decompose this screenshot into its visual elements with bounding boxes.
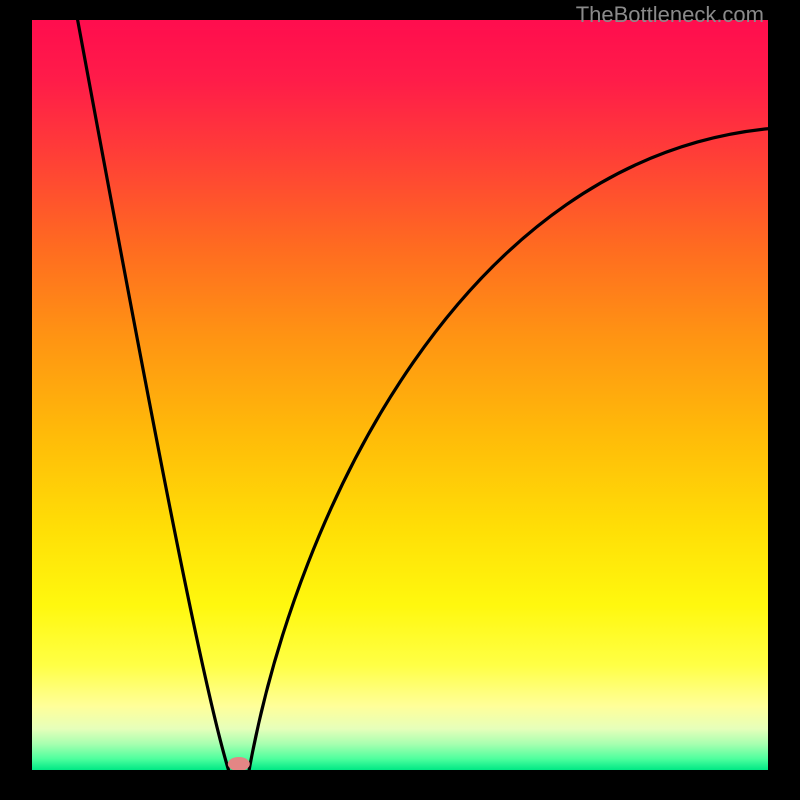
watermark-text: TheBottleneck.com xyxy=(576,2,764,28)
chart-container: TheBottleneck.com xyxy=(0,0,800,800)
bottleneck-marker xyxy=(228,757,250,770)
plot-area xyxy=(32,20,768,770)
bottleneck-marker-layer xyxy=(32,20,768,770)
